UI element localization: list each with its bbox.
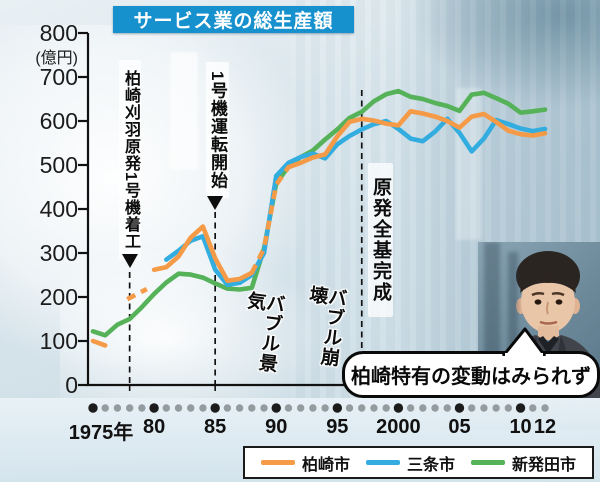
year-dot [358,404,366,412]
x-tick-label: 1975年 [68,422,134,444]
y-tick-label: 300 [39,240,78,266]
year-dot [271,403,281,413]
background-trees [415,0,600,105]
year-dot [248,404,256,412]
year-dot [468,404,476,412]
x-tick-label: 05 [448,416,471,438]
year-dot [480,404,488,412]
annotation-construction: 柏崎刈羽原発1号機着工 [119,60,141,260]
year-dot [541,404,549,412]
x-tick-label: 2000 [376,416,421,438]
year-dot [443,404,451,412]
background-banner [170,52,198,170]
year-dot [138,404,146,412]
down-triangle-icon [207,196,223,210]
y-tick-label: 600 [39,108,78,134]
x-tick-label: 80 [142,416,166,438]
series-line-柏崎市 [151,224,255,284]
legend-swatch [260,460,295,465]
year-dot [529,404,537,412]
x-tick-label: 12 [533,416,557,438]
annotation-all-units-complete: 原発全基完成 [368,163,393,317]
year-dot [345,404,354,412]
x-tick-label: 85 [204,416,227,438]
y-tick-label: 100 [39,328,78,354]
year-dot [431,404,439,412]
series-line-三条市 [164,116,548,288]
year-dot [149,403,159,413]
year-dot [406,404,415,412]
year-dot [88,403,98,413]
series-line-柏崎市 [90,338,108,348]
y-tick-label: 0 [65,372,78,398]
year-dot [332,403,343,413]
year-dot [492,404,500,412]
year-dot [419,404,427,412]
year-dot [174,404,183,412]
year-dot [223,404,232,412]
down-triangle-icon [122,254,138,268]
annotation-operation-start: 1号機運転開始 [206,62,229,198]
x-tick-label: 10 [509,416,532,438]
legend-label: 新発田市 [511,456,576,474]
y-tick-label: 500 [39,152,78,178]
year-dot [199,404,207,412]
legend-swatch [365,460,400,465]
year-dot [260,404,268,412]
legend-label: 三条市 [406,456,455,474]
y-tick-label: 800 [39,20,78,46]
year-dot [113,404,122,412]
legend-item: 新発田市 [470,451,576,475]
year-dot [162,404,170,412]
x-tick-label: 95 [326,416,349,438]
series-line-柏崎市 [126,287,148,302]
chart-title: サービス業の総生産額 [113,6,354,33]
year-dot [210,403,220,413]
callout-tail [501,327,547,356]
y-tick-label: 400 [39,196,78,222]
year-dot [321,404,329,412]
year-dot [284,404,293,412]
year-dot [454,403,465,413]
year-dot [296,404,305,412]
legend-item: 三条市 [365,451,455,475]
callout-bubble: 柏崎特有の変動はみられず [342,351,600,398]
year-dot [504,404,513,412]
legend-item: 柏崎市 [260,451,350,475]
series-line-新発田市 [90,88,548,338]
y-axis-unit: (億円) [35,50,78,67]
x-tick-label: 90 [265,416,288,438]
series-line-柏崎市 [286,109,548,170]
year-dot [187,404,195,412]
year-dot [235,404,244,412]
year-dot [393,403,404,413]
year-dot [370,404,378,412]
year-dot [515,403,526,413]
legend-swatch [470,460,505,465]
legend-label: 柏崎市 [301,456,350,474]
y-tick-label: 200 [39,284,78,310]
year-dot [101,404,109,412]
year-dot [309,404,317,412]
y-tick-label: 700 [39,64,78,90]
year-dot [382,404,390,412]
legend: 柏崎市 三条市 新発田市 [243,446,594,479]
year-dot [125,404,134,412]
